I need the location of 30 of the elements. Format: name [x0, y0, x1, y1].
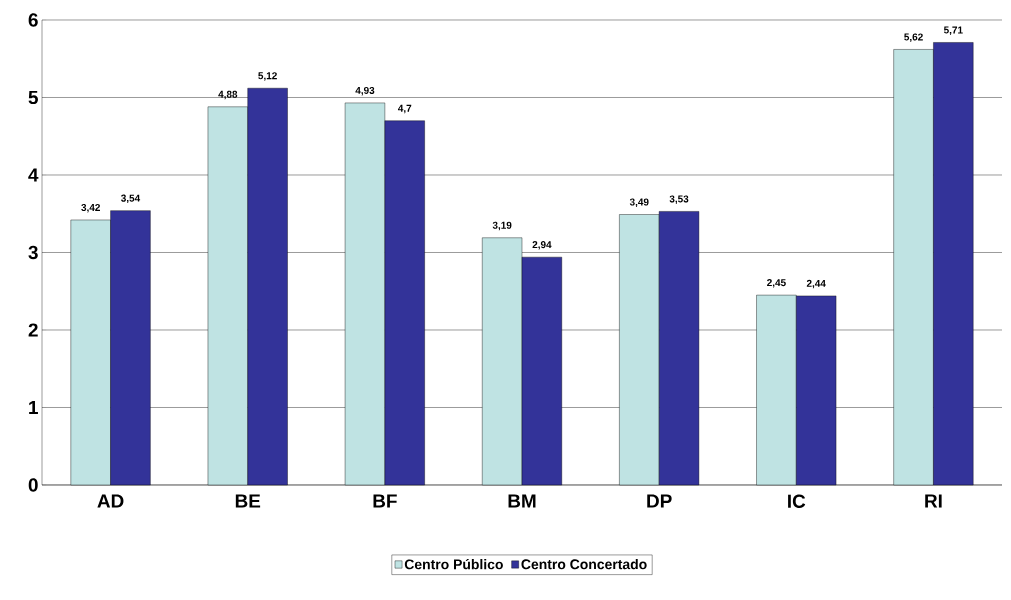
legend-label: Centro Público	[404, 558, 503, 570]
x-tick-label: BE	[235, 494, 261, 508]
data-label: 5,62	[904, 33, 923, 42]
data-label: 2,44	[806, 279, 826, 289]
y-tick-label: 3	[28, 245, 38, 260]
data-label: 2,94	[532, 241, 552, 250]
data-label: 2,45	[767, 279, 786, 288]
x-tick-label: BM	[508, 494, 536, 508]
y-tick-label: 1	[29, 400, 38, 414]
x-tick-label: DP	[647, 494, 672, 508]
y-tick-label: 4	[28, 168, 39, 182]
data-label: 3,53	[669, 195, 689, 204]
data-label: 5,12	[258, 72, 277, 81]
data-label: 5,71	[943, 26, 963, 35]
x-tick-label: IC	[788, 494, 806, 508]
data-label: 3,19	[492, 221, 512, 231]
y-tick-label: 0	[28, 478, 38, 492]
y-tick-label: 5	[28, 90, 38, 105]
y-tick-label: 2	[28, 323, 38, 337]
x-tick-label: BF	[373, 494, 397, 508]
legend-label: Centro Concertado	[521, 558, 647, 570]
y-tick-label: 6	[28, 13, 38, 27]
data-label: 4,93	[355, 86, 375, 96]
data-label: 4,7	[397, 104, 412, 114]
data-label: 4,88	[218, 90, 238, 100]
x-tick-label: AD	[97, 494, 124, 508]
data-label: 3,49	[629, 198, 649, 207]
data-label: 3,54	[121, 194, 141, 204]
x-tick-label: RI	[925, 494, 942, 508]
data-label: 3,42	[81, 203, 100, 213]
